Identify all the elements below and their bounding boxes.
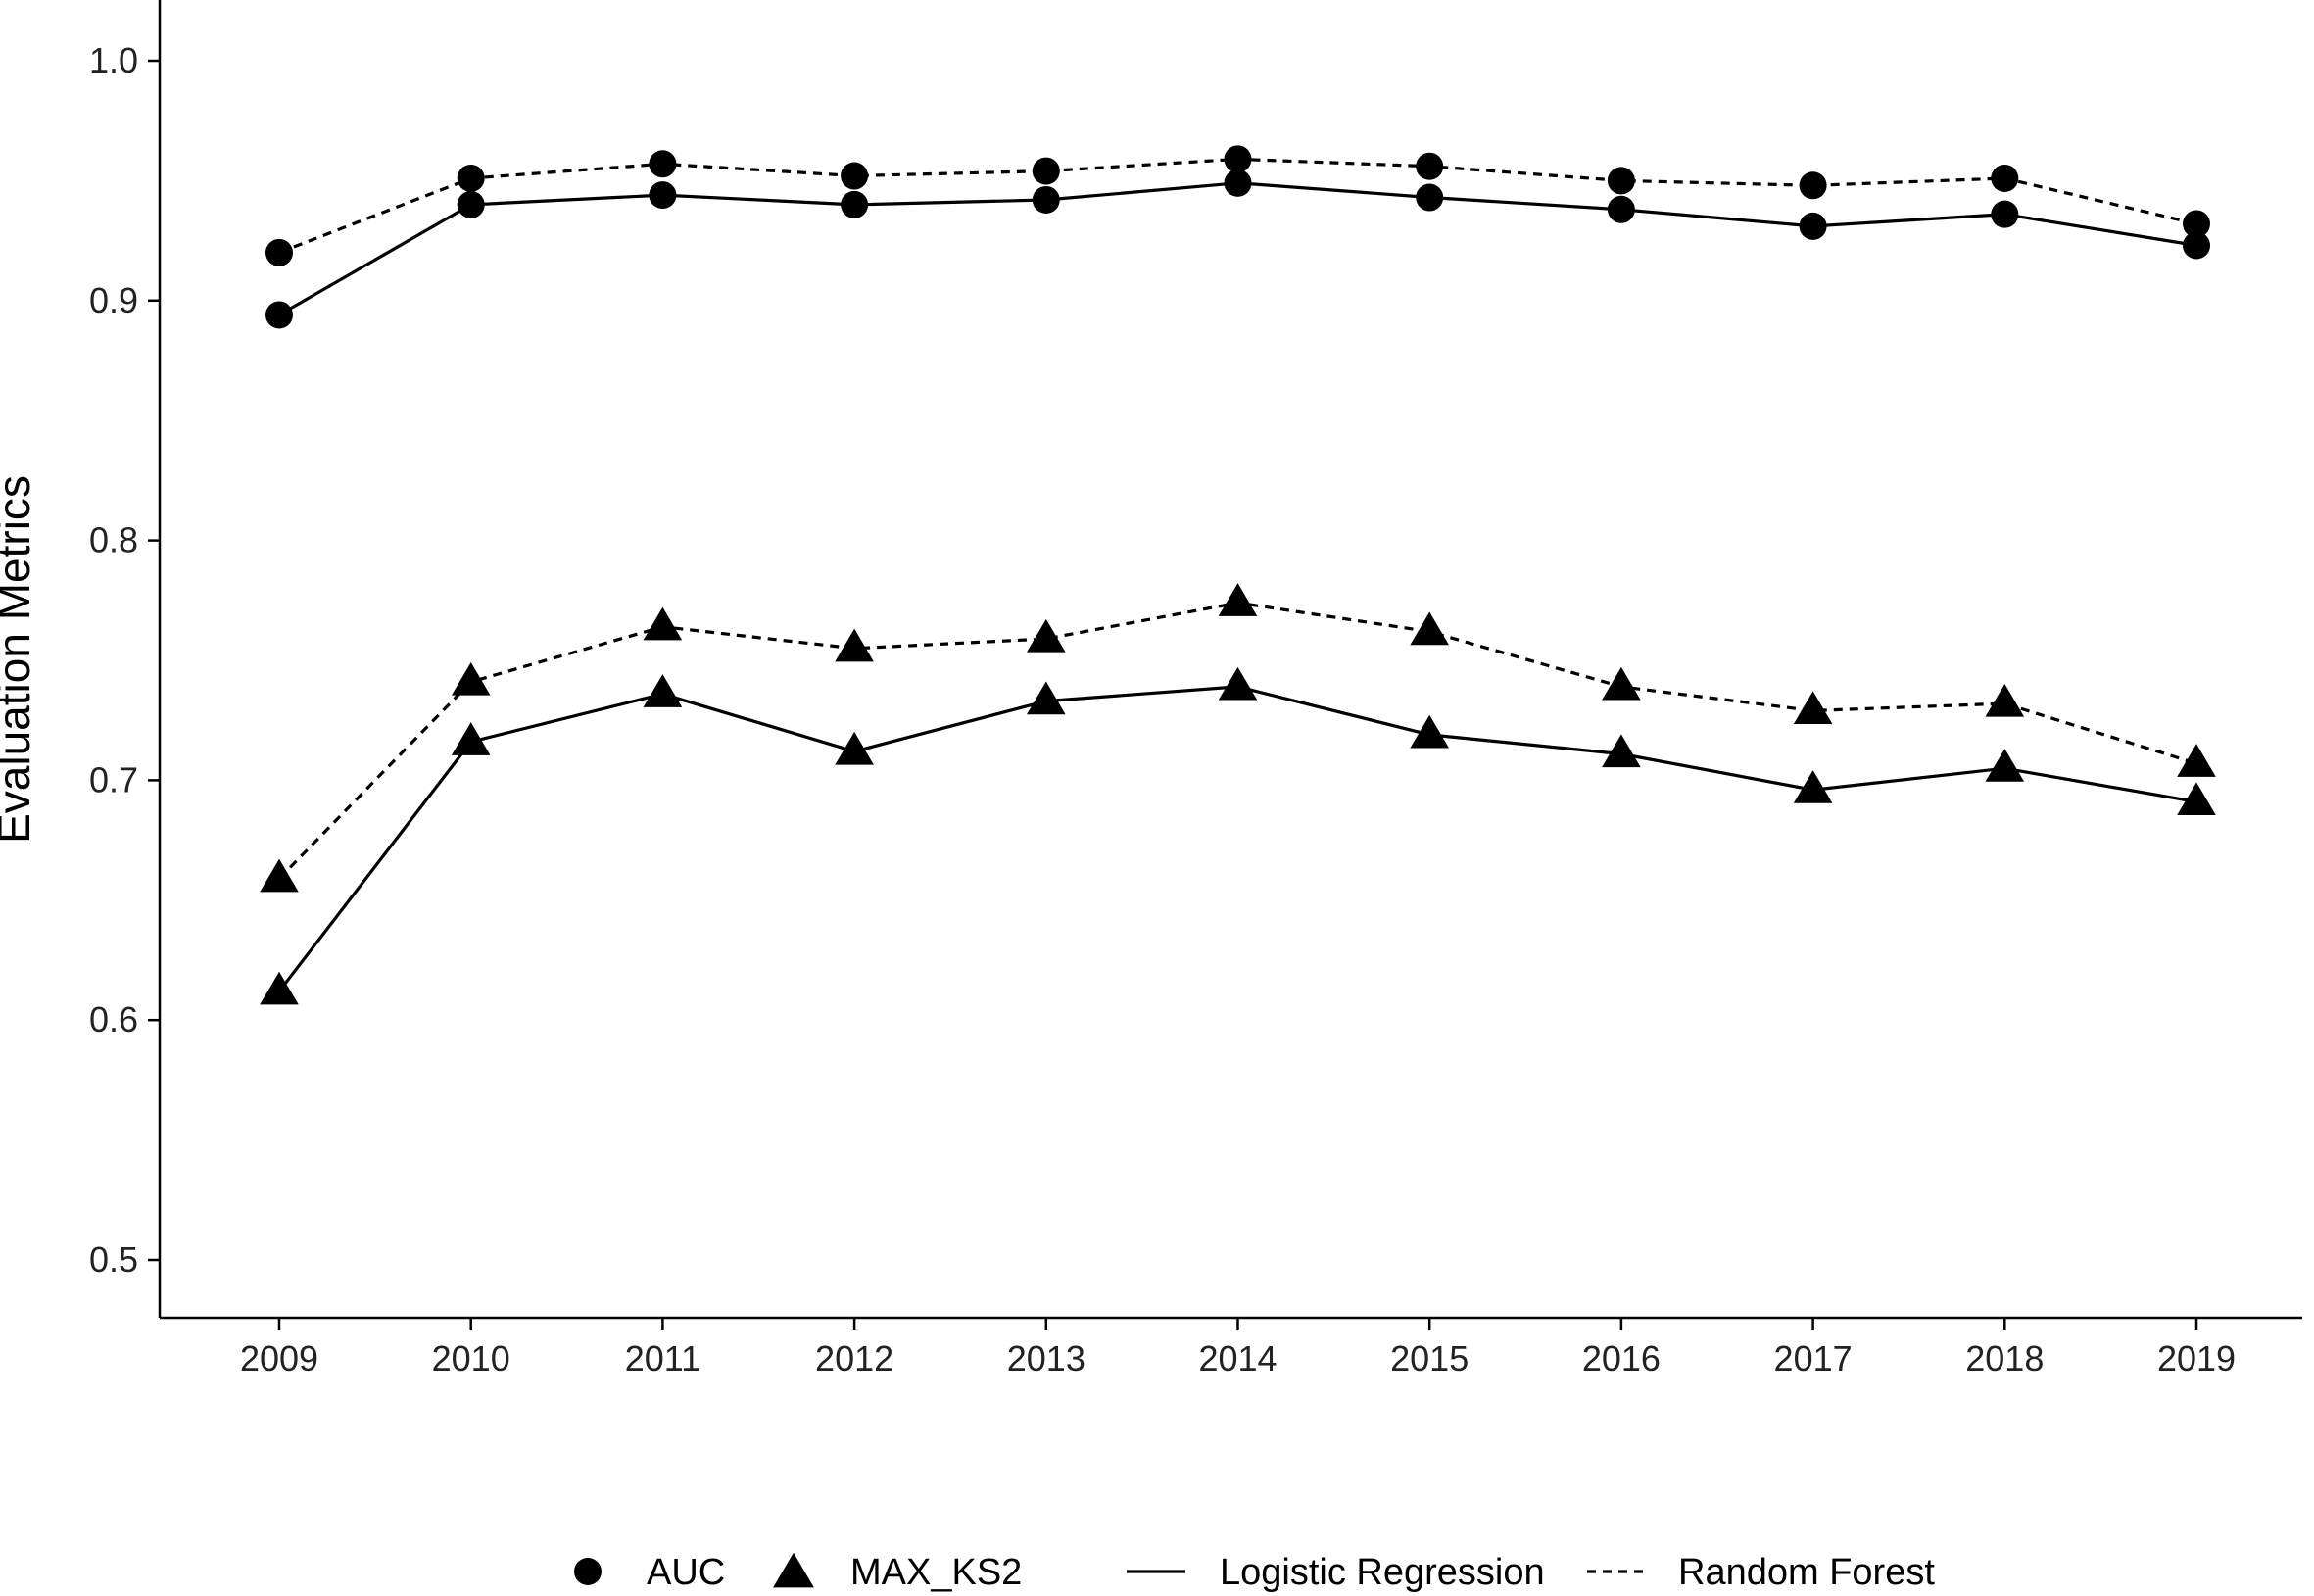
- x-tick-label: 2015: [1390, 1338, 1469, 1378]
- x-tick-label: 2014: [1198, 1338, 1277, 1378]
- x-tick-label: 2018: [1965, 1338, 2044, 1378]
- data-point-triangle: [835, 628, 874, 662]
- data-point-triangle: [260, 971, 299, 1005]
- x-tick-label: 2012: [815, 1338, 893, 1378]
- data-point-circle: [1991, 200, 2019, 228]
- data-point-triangle: [2177, 782, 2216, 816]
- x-tick-label: 2011: [625, 1338, 700, 1378]
- data-point-circle: [1032, 185, 1060, 214]
- legend-item-auc: AUC: [574, 1552, 725, 1593]
- data-point-circle: [1991, 164, 2019, 192]
- data-point-triangle: [1793, 691, 1833, 725]
- series-line: [277, 685, 2197, 992]
- data-point-triangle: [260, 858, 299, 893]
- data-point-triangle: [1218, 666, 1258, 701]
- data-point-circle: [265, 238, 293, 266]
- legend-item-max-ks2: MAX_KS2: [773, 1552, 1022, 1593]
- data-point-circle: [2183, 210, 2210, 238]
- axes: [158, 0, 2302, 1320]
- legend-item-logistic-regression: Logistic Regression: [1127, 1552, 1545, 1593]
- y-tick-label: 0.5: [89, 1239, 138, 1280]
- legend-label: AUC: [647, 1552, 725, 1593]
- data-point-circle: [649, 181, 677, 210]
- data-point-circle: [841, 190, 869, 218]
- data-point-circle: [1607, 167, 1635, 195]
- legend-label: Random Forest: [1678, 1552, 1935, 1593]
- data-point-circle: [1224, 169, 1252, 197]
- data-point-triangle: [1410, 714, 1449, 749]
- y-tick-label: 0.6: [89, 999, 138, 1040]
- series-line: [278, 181, 2197, 316]
- data-point-triangle: [643, 606, 683, 641]
- y-tick-label: 0.8: [89, 520, 138, 560]
- data-point-triangle: [2177, 744, 2216, 777]
- y-axis-title: Evaluation Metrics: [0, 475, 39, 844]
- data-point-circle: [841, 162, 869, 190]
- x-tick-label: 2010: [432, 1338, 510, 1378]
- series-auc-logistic-regression: [265, 169, 2210, 329]
- data-point-triangle: [1602, 734, 1641, 768]
- data-point-triangle: [1602, 666, 1641, 701]
- data-point-circle: [1799, 171, 1827, 200]
- legend: AUC MAX_KS2 Logistic Regression Random Fore…: [574, 1552, 1935, 1593]
- legend-key-circle: [574, 1558, 602, 1585]
- data-point-circle: [1607, 195, 1635, 223]
- data-point-triangle: [1793, 770, 1833, 803]
- data-point-circle: [1224, 145, 1252, 173]
- data-point-triangle: [643, 674, 683, 707]
- data-point-triangle: [1985, 749, 2025, 782]
- series-line: [277, 601, 2197, 880]
- series-max-ks2-random-forest: [260, 583, 2216, 893]
- x-tick-label: 2009: [240, 1338, 318, 1378]
- data-point-triangle: [1218, 583, 1258, 616]
- x-tick-label: 2017: [1774, 1338, 1853, 1378]
- series-auc-random-forest: [265, 145, 2210, 266]
- series-max-ks2-logistic-regression: [260, 666, 2216, 1005]
- data-point-circle: [1032, 157, 1060, 185]
- data-point-triangle: [451, 661, 491, 696]
- series: [260, 145, 2216, 1005]
- legend-key-triangle: [773, 1552, 814, 1588]
- y-tick-label: 1.0: [89, 40, 138, 80]
- data-point-circle: [2183, 231, 2210, 260]
- legend-label: Logistic Regression: [1220, 1552, 1545, 1593]
- y-tick-label: 0.9: [89, 280, 138, 320]
- x-ticks: 2009 2010 2011 2012 2013 2014 2015 2016 2017 2018…: [240, 1318, 2236, 1378]
- data-point-circle: [457, 190, 485, 218]
- data-point-triangle: [1410, 611, 1449, 646]
- data-point-circle: [1799, 212, 1827, 240]
- data-point-circle: [1416, 183, 1444, 212]
- x-tick-label: 2016: [1582, 1338, 1661, 1378]
- data-point-triangle: [1027, 618, 1066, 653]
- data-point-triangle: [835, 731, 874, 765]
- data-point-triangle: [451, 722, 491, 755]
- y-ticks: 0.5 0.6 0.7 0.8 0.9 1.0: [89, 40, 160, 1280]
- data-point-circle: [265, 301, 293, 329]
- data-point-circle: [457, 164, 485, 192]
- x-tick-label: 2013: [1007, 1338, 1085, 1378]
- data-point-triangle: [1027, 681, 1066, 715]
- legend-label: MAX_KS2: [850, 1552, 1022, 1593]
- data-point-triangle: [1985, 683, 2025, 717]
- data-point-circle: [649, 150, 677, 178]
- x-tick-label: 2019: [2157, 1338, 2236, 1378]
- legend-item-random-forest: Random Forest: [1587, 1552, 1935, 1593]
- y-tick-label: 0.7: [89, 759, 138, 799]
- data-point-circle: [1416, 152, 1444, 180]
